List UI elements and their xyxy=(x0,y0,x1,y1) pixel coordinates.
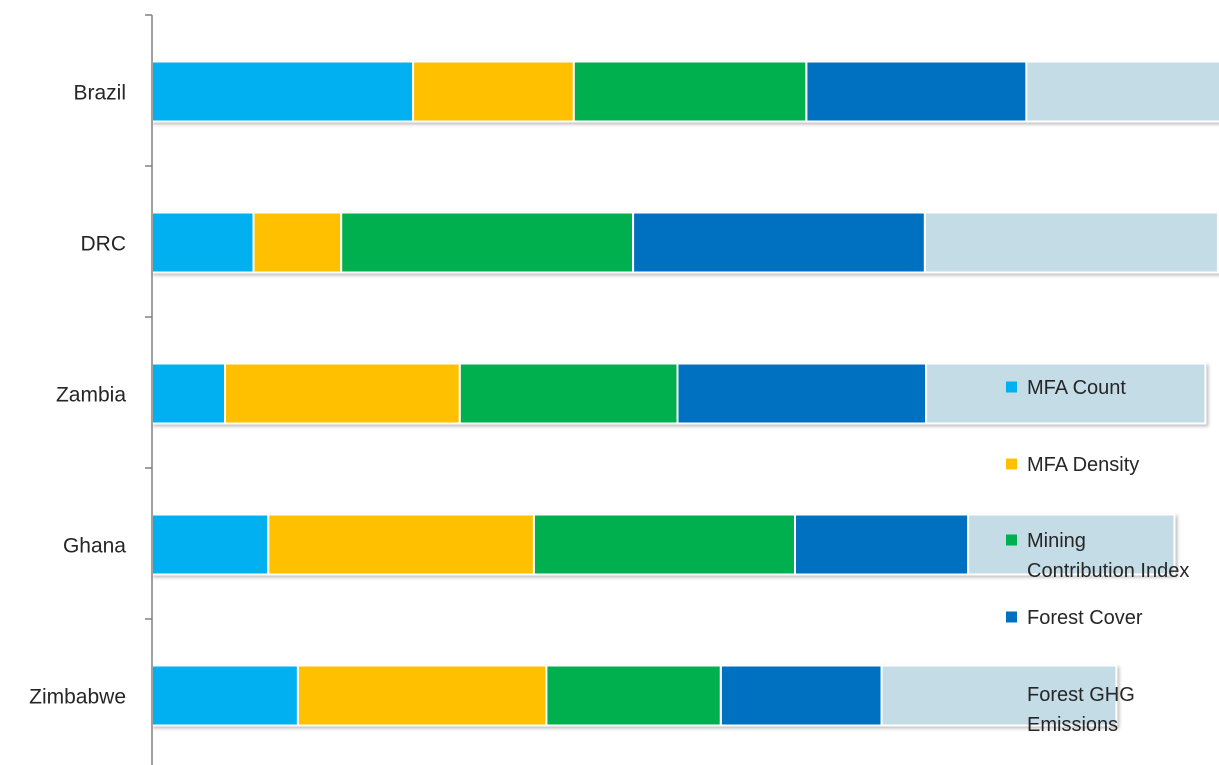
legend-label: MFA Density xyxy=(1027,454,1139,476)
bar-zambia-mfa-density xyxy=(224,362,461,425)
bar-ghana-forest-ghg-emissions xyxy=(967,513,1176,576)
plot-area xyxy=(151,60,1219,727)
bar-zimbabwe-mining-contribution-index xyxy=(545,664,722,727)
category-label: Ghana xyxy=(63,535,126,558)
category-label: Brazil xyxy=(73,82,126,105)
bar-ghana-mfa-count xyxy=(151,513,270,576)
legend-swatch xyxy=(1006,688,1017,700)
legend-label-line: MFA Count xyxy=(1027,377,1126,399)
legend-swatch xyxy=(1006,381,1017,393)
legend-label-line: Contribution Index xyxy=(1027,560,1189,582)
legend-item-mining-contribution-index: Mining Contribution Index xyxy=(1006,530,1189,582)
legend-item-forest-ghg-emissions: Forest GHG Emissions xyxy=(1006,684,1135,736)
bar-ghana-forest-cover xyxy=(794,513,970,576)
legend-label-line: MFA Density xyxy=(1027,454,1139,476)
bar-brazil-mining-contribution-index xyxy=(572,60,808,123)
bar-drc-forest-cover xyxy=(632,211,926,274)
bar-group-ghana xyxy=(151,513,1176,576)
bar-group-brazil xyxy=(151,60,1219,123)
bar-group-zambia xyxy=(151,362,1207,425)
bar-zimbabwe-mfa-count xyxy=(151,664,299,727)
bar-drc-mfa-count xyxy=(151,211,255,274)
category-label: Zimbabwe xyxy=(29,686,126,709)
bar-drc-forest-ghg-emissions xyxy=(923,211,1219,274)
legend-item-forest-cover: Forest Cover xyxy=(1006,607,1143,629)
legend-label: Forest GHG Emissions xyxy=(1027,684,1135,736)
legend-item-mfa-count: MFA Count xyxy=(1006,377,1126,399)
bar-zimbabwe-forest-ghg-emissions xyxy=(880,664,1118,727)
legend: MFA Count MFA Density Mining Contribution I… xyxy=(1006,377,1189,736)
bar-ghana-mining-contribution-index xyxy=(532,513,797,576)
bar-zambia-mining-contribution-index xyxy=(458,362,679,425)
bar-brazil-forest-cover xyxy=(805,60,1028,123)
bar-group-zimbabwe xyxy=(151,664,1118,727)
bar-brazil-forest-ghg-emissions xyxy=(1025,60,1219,123)
bar-brazil-mfa-count xyxy=(151,60,415,123)
category-axis xyxy=(145,14,153,765)
legend-label-line: Emissions xyxy=(1027,714,1118,736)
legend-item-mfa-density: MFA Density xyxy=(1006,454,1139,476)
legend-swatch xyxy=(1006,611,1017,623)
bar-zambia-mfa-count xyxy=(151,362,226,425)
legend-label-line: Forest GHG xyxy=(1027,684,1135,706)
legend-label: Mining Contribution Index xyxy=(1027,530,1189,582)
category-label: Zambia xyxy=(56,384,126,407)
legend-label-line: Mining xyxy=(1027,530,1086,552)
category-labels: Brazil DRC Zambia Ghana Zimbabwe xyxy=(29,82,126,709)
bar-zimbabwe-forest-cover xyxy=(719,664,883,727)
bar-group-drc xyxy=(151,211,1219,274)
legend-swatch xyxy=(1006,534,1017,546)
bar-zambia-forest-cover xyxy=(676,362,927,425)
legend-label: Forest Cover xyxy=(1027,607,1143,629)
legend-label: MFA Count xyxy=(1027,377,1126,399)
bar-ghana-mfa-density xyxy=(267,513,535,576)
bar-drc-mfa-density xyxy=(252,211,343,274)
bar-drc-mining-contribution-index xyxy=(340,211,634,274)
bar-zambia-forest-ghg-emissions xyxy=(925,362,1207,425)
category-label: DRC xyxy=(81,233,127,256)
bar-brazil-mfa-density xyxy=(412,60,575,123)
legend-swatch xyxy=(1006,458,1017,470)
bar-zimbabwe-mfa-density xyxy=(296,664,548,727)
legend-label-line: Forest Cover xyxy=(1027,607,1143,629)
